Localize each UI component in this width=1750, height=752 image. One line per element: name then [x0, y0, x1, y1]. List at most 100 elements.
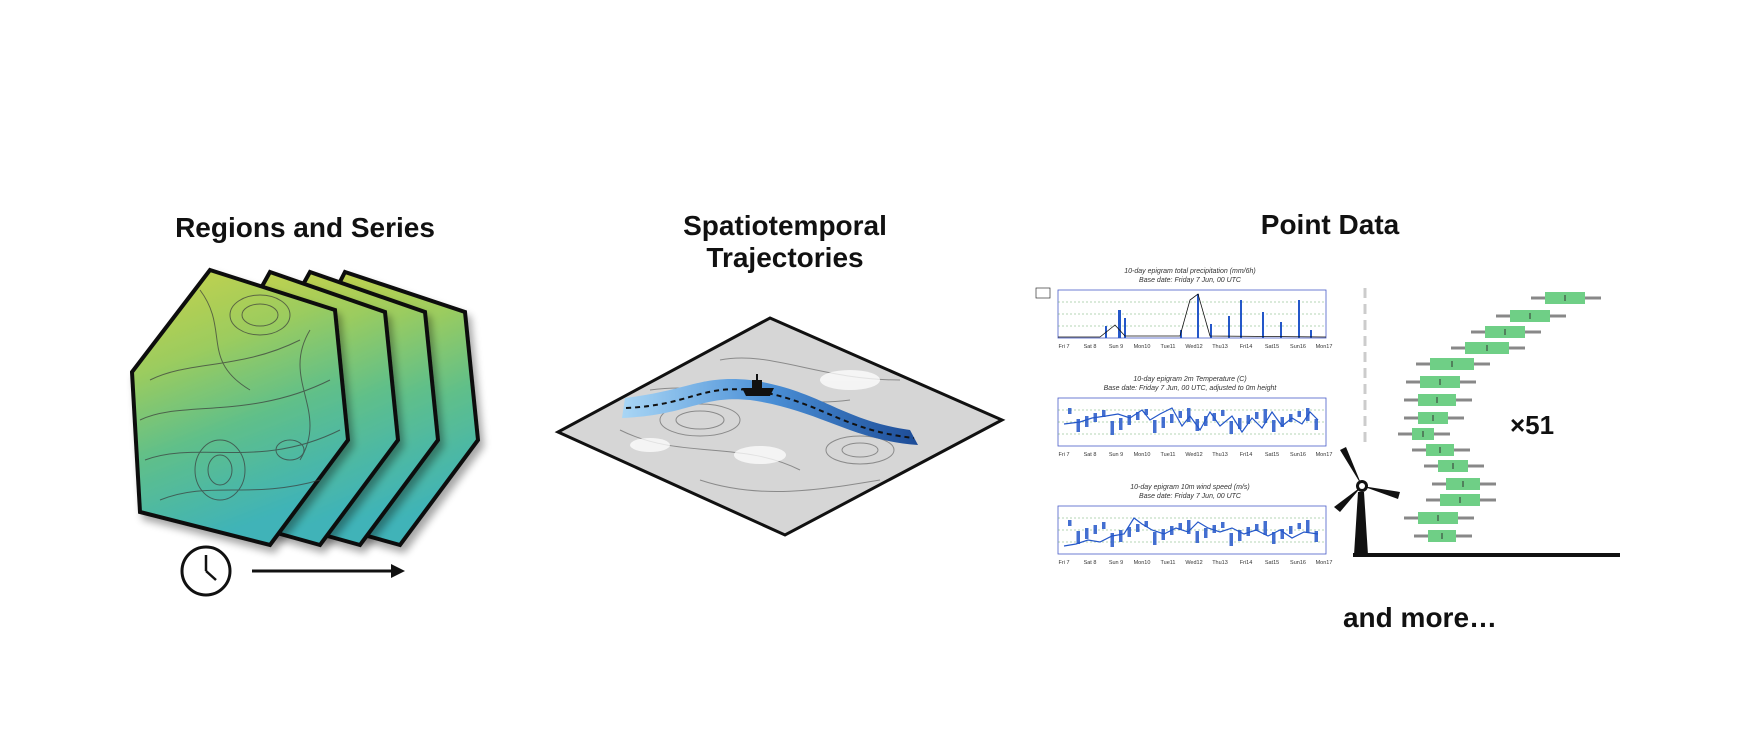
day-tick-label: Mon17: [1316, 452, 1333, 458]
epigram-box: [1195, 531, 1199, 543]
epigram-box: [1110, 533, 1114, 547]
epigram-box: [1110, 421, 1114, 435]
epigram-box: [1068, 408, 1072, 414]
epigram-box: [1289, 526, 1293, 534]
day-tick-label: Sat15: [1265, 560, 1279, 566]
epigram-box: [1119, 530, 1123, 542]
day-tick-label: Sat 8: [1084, 560, 1097, 566]
day-tick-label: Sun 9: [1109, 560, 1123, 566]
epigram-box: [1178, 411, 1182, 418]
epigram-box: [1144, 521, 1148, 527]
epigram-temp-subtitle: Base date: Friday 7 Jun, 00 UTC, adjuste…: [1104, 385, 1278, 392]
epigram-box: [1085, 528, 1089, 539]
epigram-box: [1119, 418, 1123, 430]
epigram-box: [1204, 416, 1208, 426]
trajectories-title: Spatiotemporal Trajectories: [640, 210, 930, 274]
day-tick-label: Mon10: [1134, 560, 1151, 566]
day-tick-label: Tue11: [1161, 344, 1176, 350]
point-data-title: Point Data: [1260, 209, 1400, 240]
epigram-wind: 10-day epigram 10m wind speed (m/s) Base…: [1057, 484, 1333, 566]
trajectory-map: [554, 316, 1006, 537]
day-tick-label: Mon10: [1134, 452, 1151, 458]
day-tick-label: Mon17: [1316, 344, 1333, 350]
epigram-box: [1280, 529, 1284, 539]
day-tick-label: Sat15: [1265, 452, 1279, 458]
day-tick-label: Tue11: [1161, 452, 1176, 458]
day-tick-label: Fri 7: [1059, 344, 1070, 350]
day-tick-label: Wed12: [1185, 560, 1202, 566]
epigram-box: [1229, 421, 1233, 434]
epigram-precip-subtitle: Base date: Friday 7 Jun, 00 UTC: [1139, 277, 1242, 284]
epigram-box: [1161, 417, 1165, 428]
day-tick-label: Fri 7: [1059, 452, 1070, 458]
epigram-box: [1204, 528, 1208, 538]
epigram-temp-title: 10-day epigram 2m Temperature (C): [1133, 376, 1246, 383]
epigram-box: [1068, 520, 1072, 526]
epigram-box: [1136, 412, 1140, 420]
epigram-box: [1246, 527, 1250, 536]
epigram-box: [1272, 420, 1276, 432]
day-tick-label: Mon10: [1134, 344, 1151, 350]
day-tick-label: Tue11: [1161, 560, 1176, 566]
epigram-box: [1127, 415, 1131, 425]
clock-icon: [180, 545, 232, 597]
epigram-box: [1144, 409, 1148, 415]
epigram-box: [1178, 523, 1182, 530]
ensemble-boxplots: [1398, 292, 1601, 542]
epigram-wind-title: 10-day epigram 10m wind speed (m/s): [1130, 484, 1249, 491]
epigram-box: [1297, 523, 1301, 529]
epigram-temperature: 10-day epigram 2m Temperature (C) Base d…: [1057, 376, 1333, 458]
day-tick-label: Mon17: [1316, 560, 1333, 566]
epigram-box: [1280, 417, 1284, 427]
day-tick-label: Fri14: [1240, 452, 1253, 458]
epigram-box: [1187, 408, 1191, 422]
epigram-box: [1212, 413, 1216, 421]
epigram-wind-subtitle: Base date: Friday 7 Jun, 00 UTC: [1139, 493, 1242, 500]
epigram-box: [1127, 527, 1131, 537]
epigram-box: [1263, 521, 1267, 535]
day-tick-label: Sat 8: [1084, 344, 1097, 350]
epigram-box: [1195, 419, 1199, 431]
region-map-stack: [129, 267, 481, 548]
epigram-box: [1136, 524, 1140, 532]
epigram-box: [1102, 522, 1106, 529]
day-tick-label: Thu13: [1212, 452, 1228, 458]
epigram-box: [1221, 522, 1225, 528]
epigram-box: [1221, 410, 1225, 416]
day-tick-label: Fri14: [1240, 560, 1253, 566]
day-tick-label: Thu13: [1212, 560, 1228, 566]
epigram-box: [1212, 525, 1216, 533]
epigram-box: [1255, 524, 1259, 531]
ensemble-multiplier-label: ×51: [1510, 410, 1555, 440]
epigram-box: [1153, 420, 1157, 433]
day-tick-label: Sat 8: [1084, 452, 1097, 458]
epigram-box: [1263, 409, 1267, 423]
day-tick-label: Fri14: [1240, 344, 1253, 350]
epigram-box: [1246, 415, 1250, 424]
epigram-box: [1306, 520, 1310, 533]
epigram-box: [1093, 413, 1097, 422]
epigram-precipitation: 10-day epigram total precipitation (mm/6…: [1035, 268, 1333, 350]
epigram-box: [1255, 412, 1259, 419]
epigram-box: [1085, 416, 1089, 427]
epigram-box: [1297, 411, 1301, 417]
epigram-box: [1289, 414, 1293, 422]
epigram-box: [1229, 533, 1233, 546]
day-tick-label: Fri 7: [1059, 560, 1070, 566]
day-tick-label: Sat15: [1265, 344, 1279, 350]
trajectories-title-line1: Spatiotemporal: [683, 210, 887, 241]
and-more-label: and more…: [1342, 602, 1498, 633]
day-tick-label: Thu13: [1212, 344, 1228, 350]
epigram-box: [1238, 418, 1242, 429]
epigram-box: [1102, 410, 1106, 417]
time-arrow: [252, 564, 405, 578]
epigram-box: [1187, 520, 1191, 534]
day-tick-label: Sun16: [1290, 452, 1306, 458]
day-tick-label: Wed12: [1185, 452, 1202, 458]
day-tick-label: Sun 9: [1109, 452, 1123, 458]
wind-turbine-icon: [1334, 447, 1400, 555]
day-tick-label: Sun16: [1290, 344, 1306, 350]
epigram-box: [1153, 532, 1157, 545]
epigram-box: [1272, 532, 1276, 544]
